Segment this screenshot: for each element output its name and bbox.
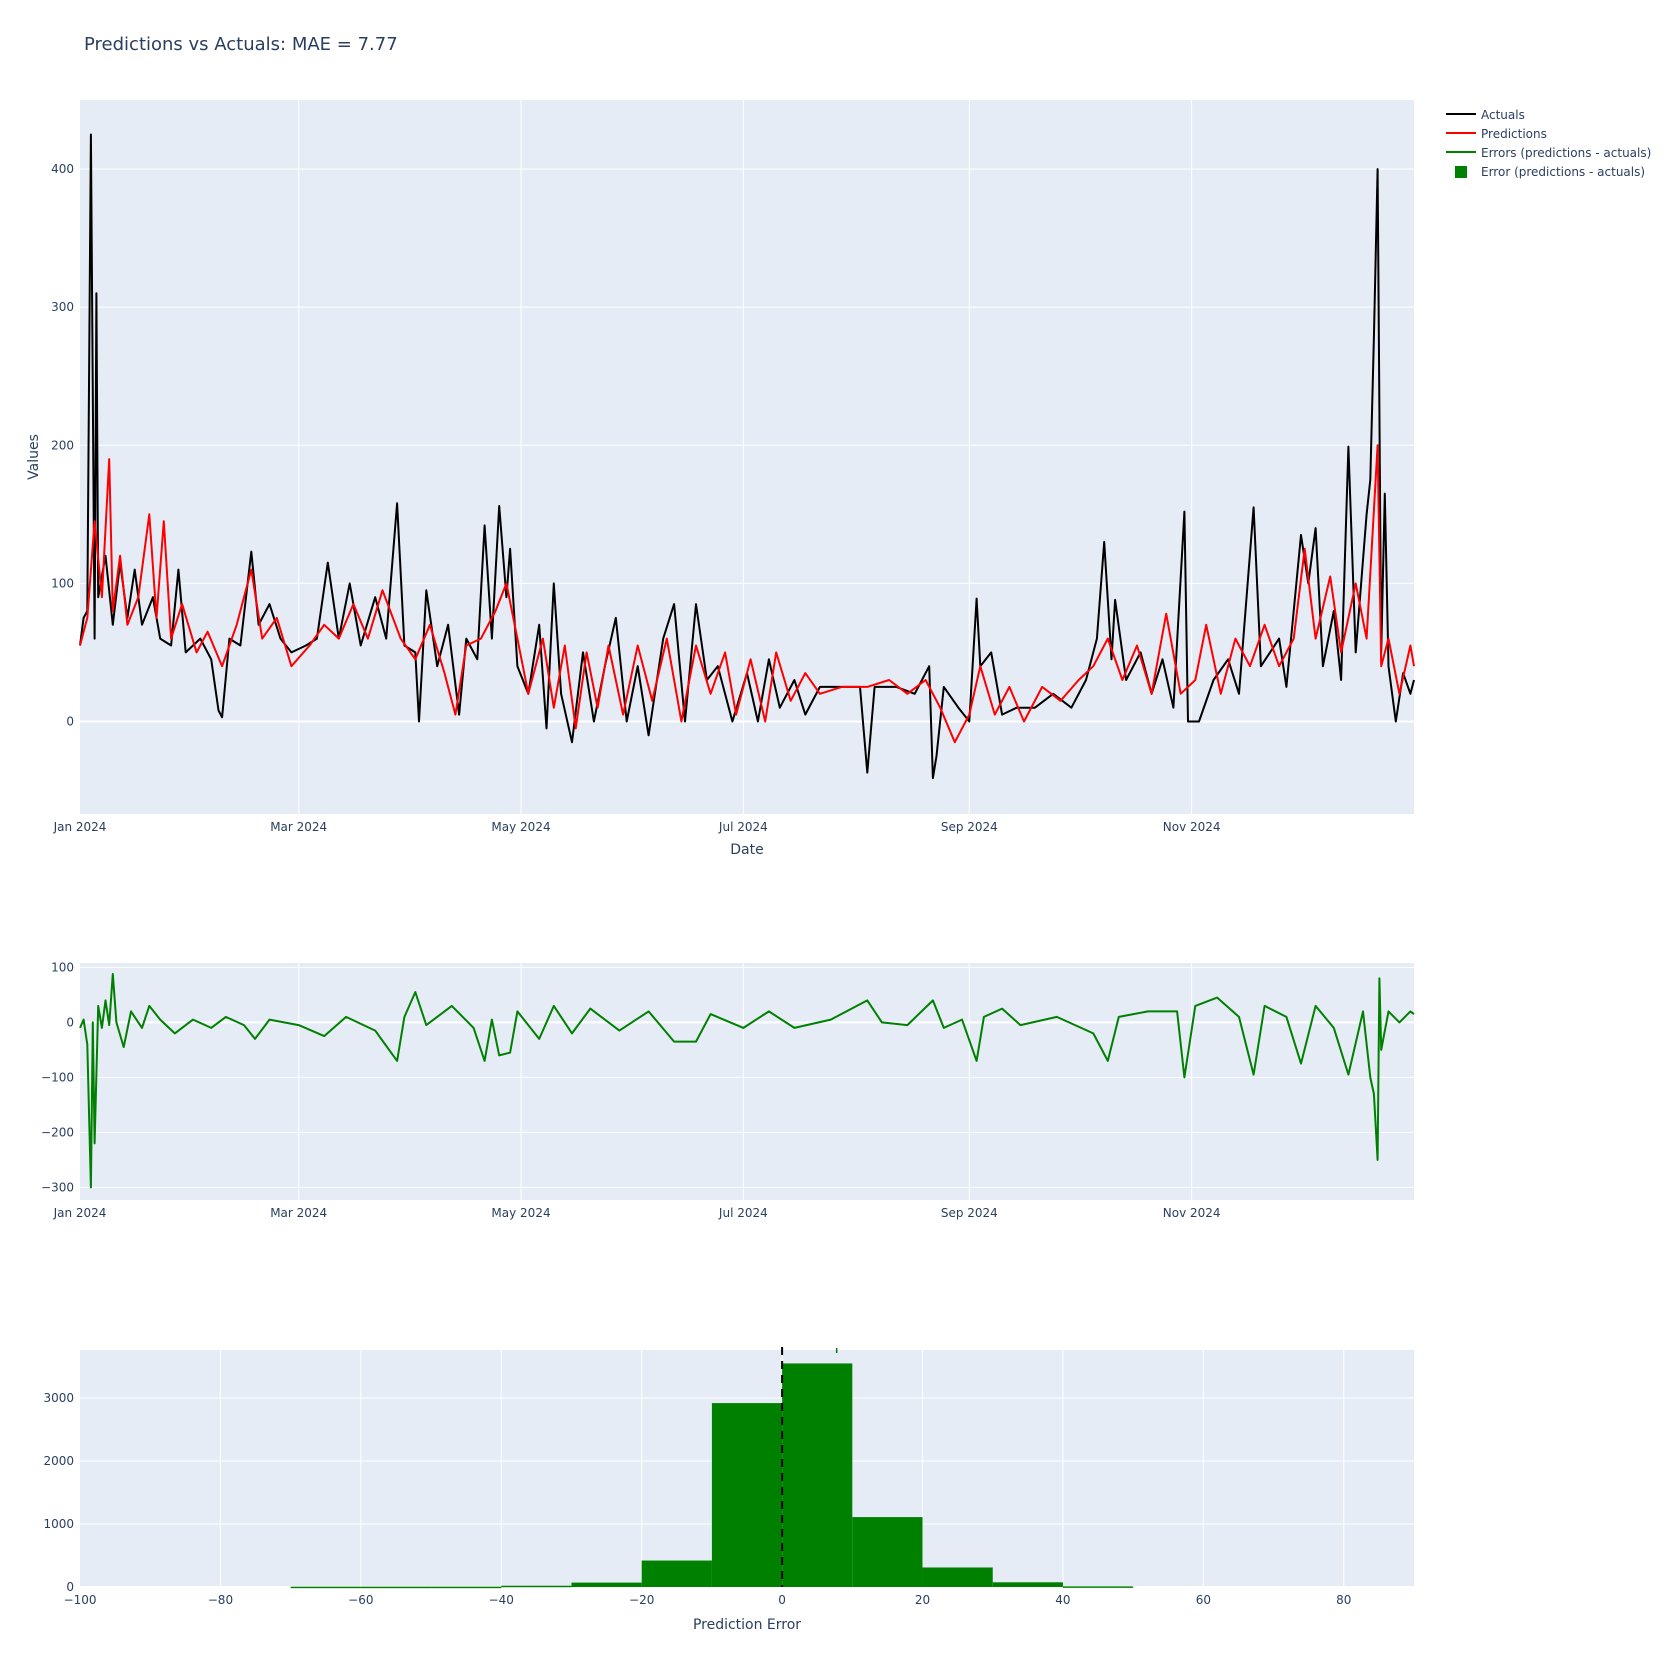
legend-item-actuals[interactable]: Actuals [1446,108,1525,122]
x-tick-label: −40 [489,1593,514,1607]
x-tick-label: 20 [915,1593,930,1607]
subplot-1: Jan 2024 Mar 2024 May 2024 Jul 2024 Sep 2024… [26,100,1415,858]
legend-item-error-histogram[interactable]: Error (predictions - actuals) [1455,165,1645,179]
legend-label-predictions: Predictions [1481,127,1547,141]
x-tick-label: −60 [348,1593,373,1607]
y-tick-label: −300 [41,1180,74,1194]
x-tick-label: 0 [778,1593,786,1607]
histogram-bar [782,1363,853,1587]
y-tick-label: 0 [66,714,74,728]
histogram-bar [852,1517,923,1587]
legend-item-errors-line[interactable]: Errors (predictions - actuals) [1446,146,1651,160]
legend: Actuals Predictions Errors (predictions … [1446,108,1651,179]
x-tick-label: Nov 2024 [1163,1206,1221,1220]
histogram-bar [501,1585,572,1588]
x-tick-label: Jan 2024 [53,820,107,834]
y-tick-label: 100 [51,960,74,974]
histogram-bar [431,1586,502,1589]
predictions-line [79,444,1415,744]
x-tick-label: Nov 2024 [1163,820,1221,834]
histogram-bar [1062,1586,1134,1588]
y-tick-label: 0 [66,1015,74,1029]
y-axis-title: Values [26,434,42,480]
x-tick-label: 60 [1196,1593,1211,1607]
x-tick-label: Sep 2024 [941,1206,998,1220]
x-tick-label: −100 [64,1593,97,1607]
histogram-bar [641,1560,712,1587]
legend-item-predictions[interactable]: Predictions [1446,127,1547,141]
x-axis-title: Date [730,842,763,858]
subplot-3: −100 −80 −60 −40 −20 0 20 40 60 80 0 1000 2000 3000 Pr… [43,1347,1414,1633]
x-tick-label: Jul 2024 [718,1206,768,1220]
legend-label-errors-line: Errors (predictions - actuals) [1481,146,1651,160]
plot-area [80,100,1414,814]
subplot-2: Jan 2024 Mar 2024 May 2024 Jul 2024 Sep 2024… [41,960,1415,1220]
x-tick-label: Sep 2024 [941,820,998,834]
x-tick-label: Jul 2024 [718,820,768,834]
y-tick-label: 300 [51,300,74,314]
y-tick-label: 2000 [43,1454,74,1468]
x-tick-label: −20 [629,1593,654,1607]
y-tick-label: −200 [41,1125,74,1139]
y-tick-label: 3000 [43,1391,74,1405]
y-tick-label: 1000 [43,1517,74,1531]
y-tick-label: 0 [66,1580,74,1594]
y-tick-label: 100 [51,576,74,590]
histogram-bar [922,1567,993,1587]
chart-title: Predictions vs Actuals: MAE = 7.77 [84,34,398,55]
histogram-bar [711,1403,783,1587]
x-tick-label: 40 [1055,1593,1070,1607]
x-tick-label: Mar 2024 [270,820,327,834]
legend-label-actuals: Actuals [1481,108,1525,122]
x-tick-label: −80 [208,1593,233,1607]
x-tick-label: May 2024 [491,820,550,834]
histogram-bar [290,1586,361,1589]
actuals-line [79,133,1415,780]
y-tick-label: 400 [51,162,74,176]
y-tick-label: 200 [51,438,74,452]
errors-line [79,973,1415,1189]
x-tick-label: May 2024 [491,1206,550,1220]
histogram-bar [360,1586,432,1589]
histogram-bar [571,1582,642,1587]
x-tick-label: 80 [1336,1593,1351,1607]
y-tick-label: −100 [41,1070,74,1084]
legend-swatch-error-histogram [1455,166,1467,178]
legend-label-error-histogram: Error (predictions - actuals) [1481,165,1645,179]
x-tick-label: Mar 2024 [270,1206,327,1220]
x-axis-title: Prediction Error [693,1617,801,1633]
x-tick-label: Jan 2024 [53,1206,107,1220]
histogram-bar [992,1582,1063,1587]
